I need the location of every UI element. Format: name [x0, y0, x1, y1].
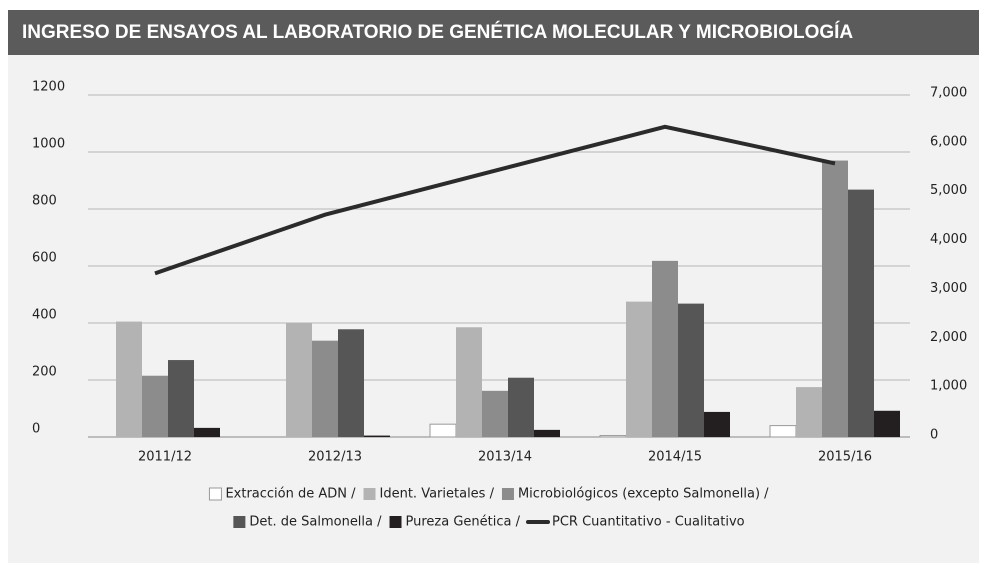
y2-tick-label: 3,000 — [930, 281, 967, 296]
bar — [286, 323, 312, 437]
chart-title: INGRESO DE ENSAYOS AL LABORATORIO DE GEN… — [22, 21, 853, 43]
bar — [796, 387, 822, 437]
y2-tick-label: 6,000 — [930, 134, 967, 149]
legend-swatch — [389, 516, 402, 528]
bar — [338, 329, 364, 437]
y-tick-label: 1200 — [32, 80, 65, 95]
y-tick-label: 400 — [32, 308, 57, 323]
bar — [364, 435, 390, 437]
bar — [848, 189, 874, 437]
bar — [874, 410, 900, 437]
bar — [599, 435, 627, 438]
y-tick-label: 0 — [32, 422, 40, 437]
legend-label: Det. de Salmonella / — [249, 515, 382, 530]
legend-label: Ident. Varietales / — [380, 487, 495, 502]
y2-tick-label: 2,000 — [930, 330, 967, 345]
bar — [312, 340, 338, 437]
y-tick-label: 600 — [32, 251, 57, 266]
bar — [116, 321, 142, 437]
legend-swatch — [208, 487, 222, 501]
x-tick-label: 2013/14 — [478, 450, 532, 465]
x-tick-label: 2015/16 — [818, 450, 872, 465]
y-tick-label: 200 — [32, 365, 57, 380]
legend-label: Microbiológicos (excepto Salmonella) / — [518, 487, 769, 502]
legend-label: Pureza Genética / — [406, 515, 521, 530]
bar — [678, 303, 704, 437]
bar — [142, 375, 168, 437]
bar — [168, 360, 194, 437]
bar — [769, 425, 797, 438]
y-tick-label: 1000 — [32, 137, 65, 152]
y-tick-label: 800 — [32, 194, 57, 209]
bar — [822, 160, 848, 438]
chart-background — [8, 55, 979, 563]
bar — [429, 423, 457, 438]
header-bar — [8, 10, 979, 55]
bar — [704, 411, 730, 437]
line-series — [154, 124, 836, 276]
bar — [626, 301, 652, 437]
legend-swatch — [363, 488, 376, 500]
x-tick-label: 2014/15 — [648, 450, 702, 465]
x-tick-label: 2012/13 — [308, 450, 362, 465]
legend-label: Extracción de ADN / — [225, 487, 356, 502]
y2-tick-label: 4,000 — [930, 232, 967, 247]
legend-label: PCR Cuantitativo - Cualitativo — [552, 515, 745, 530]
bar — [194, 427, 220, 437]
legend-swatch — [233, 516, 246, 528]
x-tick-label: 2011/12 — [138, 450, 192, 465]
bar — [482, 390, 508, 437]
bar — [456, 327, 482, 437]
bar — [652, 260, 678, 437]
y2-tick-label: 7,000 — [930, 86, 967, 101]
y2-tick-label: 1,000 — [930, 379, 967, 394]
bar — [534, 429, 560, 437]
y2-tick-label: 5,000 — [930, 183, 967, 198]
legend-swatch — [501, 488, 514, 500]
y2-tick-label: 0 — [930, 428, 938, 443]
bar — [508, 377, 534, 437]
